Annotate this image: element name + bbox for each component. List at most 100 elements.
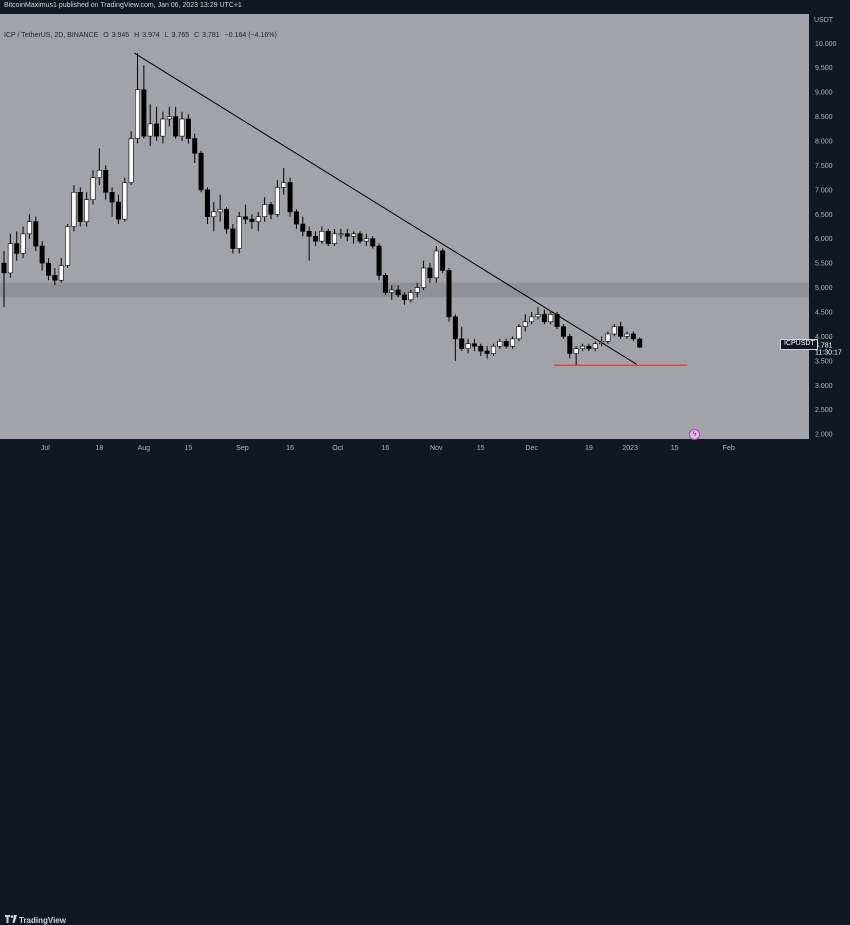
candle-body [211, 211, 217, 218]
candle-body [185, 118, 191, 139]
candle-body [516, 326, 522, 340]
candle-body [573, 348, 579, 354]
candle [560, 324, 566, 339]
candle-body [484, 350, 490, 354]
candle-body [58, 265, 64, 281]
candle [122, 177, 128, 222]
chart-canvas [0, 52, 809, 366]
candle [192, 133, 198, 163]
time-axis[interactable]: Jul 18 Aug 15 Sep 16 Oct 16 Nov 15 Dec 19 2023 15 Feb [0, 439, 809, 456]
candle-body [637, 338, 643, 348]
candle-body [14, 243, 20, 254]
time-tick-label: 18 [95, 445, 103, 452]
candle [243, 204, 249, 225]
candle-body [287, 182, 293, 213]
candle-body [344, 233, 350, 237]
candle [637, 337, 643, 348]
candle [135, 53, 141, 144]
candle-body [630, 333, 636, 340]
candle-body [90, 177, 96, 200]
price-axis-canvas: 10.000 9.500 9.000 8.500 8.000 7.500 7.000 6.50… [809, 41, 850, 439]
candle [344, 228, 350, 242]
candle-body [198, 152, 204, 191]
candle [255, 211, 261, 232]
candle-body [452, 316, 458, 340]
candle [446, 268, 452, 322]
candle [274, 180, 280, 217]
candle [541, 309, 547, 325]
plot-area[interactable]: ICP / TetherUS, 2D, BINANCE O 3.945 H 3.97… [0, 14, 809, 439]
candle [497, 338, 503, 349]
candle-body [611, 326, 617, 335]
candle-body [579, 345, 585, 349]
candle [173, 106, 179, 139]
lightning-icon[interactable]: ϟ [689, 429, 700, 440]
candle [382, 272, 388, 295]
candle [33, 216, 39, 251]
candle-body [414, 287, 420, 293]
candle [204, 187, 210, 225]
price-tick-label: 4.000 [815, 334, 833, 341]
candle [26, 214, 32, 239]
price-axis[interactable]: 10.000 9.500 9.000 8.500 8.000 7.500 7.000 6.50… [809, 14, 850, 439]
high-label: H [134, 32, 140, 39]
candle-body [471, 343, 477, 347]
candle [115, 194, 121, 225]
candle [211, 202, 217, 232]
candle-body [567, 336, 573, 354]
candle [440, 248, 446, 273]
candle-body [554, 314, 560, 327]
candle [376, 243, 382, 281]
candle-body [586, 345, 592, 349]
candle-body [103, 170, 109, 193]
time-tick-label: Nov [430, 445, 443, 452]
candle [147, 104, 153, 146]
countdown-timer: 11:30:17 [815, 350, 842, 357]
candle [71, 184, 77, 232]
time-tick-label: 16 [382, 445, 390, 452]
symbol-pair[interactable]: ICP / TetherUS, 2D, BINANCE [4, 32, 99, 39]
candle [141, 65, 147, 139]
time-tick-label: 15 [671, 445, 679, 452]
candle-body [173, 116, 179, 137]
time-tick-label: 15 [184, 445, 192, 452]
candle-body [440, 250, 446, 271]
candle-body [192, 138, 198, 154]
candle-body [325, 231, 331, 244]
tradingview-logo[interactable]: TradingView [5, 915, 66, 925]
publisher-line: BitcoinMaximus1 published on TradingView… [4, 2, 242, 9]
candle-body [262, 204, 268, 218]
candle [357, 231, 363, 244]
candle [529, 311, 535, 325]
candle-body [478, 345, 484, 352]
candle-body [357, 233, 363, 242]
candle [312, 231, 318, 247]
candle-body [408, 292, 414, 301]
candle [268, 202, 274, 220]
candle [471, 338, 477, 352]
candle [230, 224, 236, 254]
last-price-value: 3.781 [815, 343, 833, 350]
candle-body [179, 118, 185, 137]
candle-body [65, 226, 71, 266]
candle [20, 226, 26, 259]
candle-body [389, 289, 395, 293]
candle [179, 111, 185, 142]
candle [198, 150, 204, 193]
candle [370, 236, 376, 249]
brand-name: TradingView [19, 916, 66, 925]
currency-label[interactable]: USDT [814, 17, 834, 24]
candle [592, 341, 598, 352]
candle [39, 241, 45, 271]
candle-body [529, 316, 535, 323]
candle-body [52, 275, 58, 281]
candle [427, 263, 433, 283]
candle-body [115, 201, 121, 220]
candle-body [503, 340, 509, 347]
candle [45, 258, 51, 281]
candle-body [147, 123, 153, 137]
candle [401, 292, 407, 305]
candle-body [338, 233, 344, 236]
candle [395, 285, 401, 298]
close-value: 3.781 [202, 32, 220, 39]
